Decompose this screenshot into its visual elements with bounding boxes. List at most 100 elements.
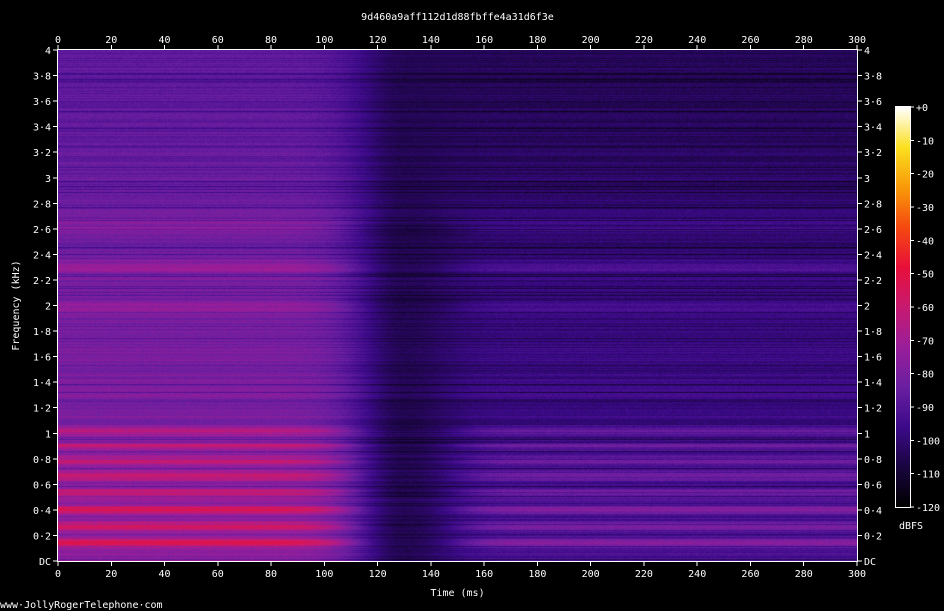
x-tick-label-bottom: 220 [635, 569, 653, 580]
y-axis-label: Frequency (kHz) [11, 260, 22, 350]
y-tick-label-right: DC [864, 557, 876, 568]
y-tick-label-left: 0·6 [33, 480, 51, 491]
x-tick-label-top: 280 [795, 35, 813, 46]
y-tick-label-right: 3 [864, 174, 870, 185]
y-tick-label-right: 4 [864, 46, 870, 57]
colorbar-gradient [896, 107, 910, 507]
y-tick-label-right: 1·2 [864, 404, 882, 415]
x-tick-label-bottom: 80 [265, 569, 277, 580]
y-tick-label-left: 1·4 [33, 378, 51, 389]
y-tick-label-left: 2·6 [33, 225, 51, 236]
colorbar-tick-label: -70 [916, 336, 934, 347]
x-tick-label-top: 60 [212, 35, 224, 46]
x-tick-label-bottom: 300 [848, 569, 866, 580]
y-tick-label-left: 2·2 [33, 276, 51, 287]
x-tick-label-top: 240 [688, 35, 706, 46]
y-tick-label-left: 0·4 [33, 506, 51, 517]
x-tick-label-top: 100 [315, 35, 333, 46]
y-tick-label-left: 1·2 [33, 404, 51, 415]
colorbar-tick-label: -20 [916, 170, 934, 181]
y-tick-label-left: 1·8 [33, 327, 51, 338]
x-tick-label-top: 40 [159, 35, 171, 46]
x-tick-label-top: 220 [635, 35, 653, 46]
colorbar-tick-label: -60 [916, 303, 934, 314]
y-tick-label-right: 0·8 [864, 455, 882, 466]
y-tick-label-left: 2 [45, 302, 51, 313]
footer-credit: www·JollyRogerTelephone·com [0, 600, 163, 611]
y-tick-label-left: 3·4 [33, 123, 51, 134]
x-axis-bottom: 0 20 40 60 80 100 120 140 160 180 200 220 240 260 280 3… [55, 561, 866, 580]
x-axis-label: Time (ms) [430, 588, 484, 599]
y-tick-label-left: 0·8 [33, 455, 51, 466]
y-tick-label-right: 2·8 [864, 199, 882, 210]
x-tick-label-bottom: 0 [55, 569, 61, 580]
y-tick-label-left: 0·2 [33, 531, 51, 542]
y-tick-label-right: 1 [864, 429, 870, 440]
y-tick-label-right: 2·2 [864, 276, 882, 287]
y-tick-label-right: 3·4 [864, 123, 882, 134]
colorbar-tick-label: -80 [916, 370, 934, 381]
y-tick-label-right: 3·6 [864, 97, 882, 108]
colorbar-tick-label: -10 [916, 136, 934, 147]
x-tick-label-top: 80 [265, 35, 277, 46]
x-tick-label-top: 200 [582, 35, 600, 46]
x-tick-label-top: 260 [741, 35, 759, 46]
x-tick-label-top: 180 [528, 35, 546, 46]
y-tick-label-left: 3·6 [33, 97, 51, 108]
y-tick-label-right: 3·8 [864, 72, 882, 83]
x-tick-label-top: 160 [475, 35, 493, 46]
y-tick-label-right: 0·2 [864, 531, 882, 542]
x-tick-label-bottom: 280 [795, 569, 813, 580]
x-axis-top: 0 20 40 60 80 100 120 140 160 180 200 220 240 260 280 3… [55, 35, 866, 50]
colorbar-tick-label: -90 [916, 403, 934, 414]
y-tick-label-right: 3·2 [864, 148, 882, 159]
colorbar-label: dBFS [899, 521, 923, 532]
colorbar-tick-label: -110 [916, 470, 940, 481]
y-tick-label-right: 1·6 [864, 353, 882, 364]
x-tick-label-bottom: 140 [422, 569, 440, 580]
colorbar-axis: +0 -10 -20 -30 -40 -50 -60 -70 -80 -90 -100 -110 -12… [910, 103, 940, 514]
y-axis-right: DC 0·2 0·4 0·6 0·8 1 1·2 1·4 1·6 1·8 2 2·2 2·4 2·6 2·8… [857, 46, 882, 568]
y-tick-label-right: 2 [864, 302, 870, 313]
spectrogram-heatmap [58, 50, 857, 561]
y-tick-label-left: 2·4 [33, 250, 51, 261]
y-tick-label-left: 3·2 [33, 148, 51, 159]
y-tick-label-right: 1·8 [864, 327, 882, 338]
colorbar-tick-label: -50 [916, 270, 934, 281]
x-tick-label-bottom: 60 [212, 569, 224, 580]
x-tick-label-top: 120 [369, 35, 387, 46]
y-tick-label-left: 4 [45, 46, 51, 57]
chart-title: 9d460a9aff112d1d88fbffe4a31d6f3e [361, 12, 554, 23]
y-tick-label-left: 3·8 [33, 72, 51, 83]
x-tick-label-bottom: 260 [741, 569, 759, 580]
y-tick-label-left: 1·6 [33, 353, 51, 364]
y-axis-left: DC 0·2 0·4 0·6 0·8 1 1·2 1·4 1·6 1·8 2 2·2 2·4 2·6 2·8… [33, 46, 58, 568]
x-tick-label-top: 300 [848, 35, 866, 46]
x-tick-label-bottom: 120 [369, 569, 387, 580]
colorbar-tick-label: -30 [916, 203, 934, 214]
x-tick-label-top: 20 [105, 35, 117, 46]
y-tick-label-left: 3 [45, 174, 51, 185]
y-tick-label-right: 1·4 [864, 378, 882, 389]
colorbar-tick-label: -40 [916, 236, 934, 247]
x-tick-label-bottom: 160 [475, 569, 493, 580]
y-tick-label-left: 2·8 [33, 199, 51, 210]
x-tick-label-bottom: 200 [582, 569, 600, 580]
colorbar-tick-label: +0 [916, 103, 928, 114]
y-tick-label-left: DC [39, 557, 51, 568]
colorbar-tick-label: -100 [916, 436, 940, 447]
colorbar-tick-label: -120 [916, 503, 940, 514]
y-tick-label-right: 0·4 [864, 506, 882, 517]
x-tick-label-bottom: 240 [688, 569, 706, 580]
y-tick-label-right: 2·6 [864, 225, 882, 236]
y-tick-label-right: 2·4 [864, 250, 882, 261]
x-tick-label-top: 140 [422, 35, 440, 46]
x-tick-label-top: 0 [55, 35, 61, 46]
x-tick-label-bottom: 20 [105, 569, 117, 580]
x-tick-label-bottom: 100 [315, 569, 333, 580]
y-tick-label-right: 0·6 [864, 480, 882, 491]
y-tick-label-left: 1 [45, 429, 51, 440]
x-tick-label-bottom: 180 [528, 569, 546, 580]
x-tick-label-bottom: 40 [159, 569, 171, 580]
